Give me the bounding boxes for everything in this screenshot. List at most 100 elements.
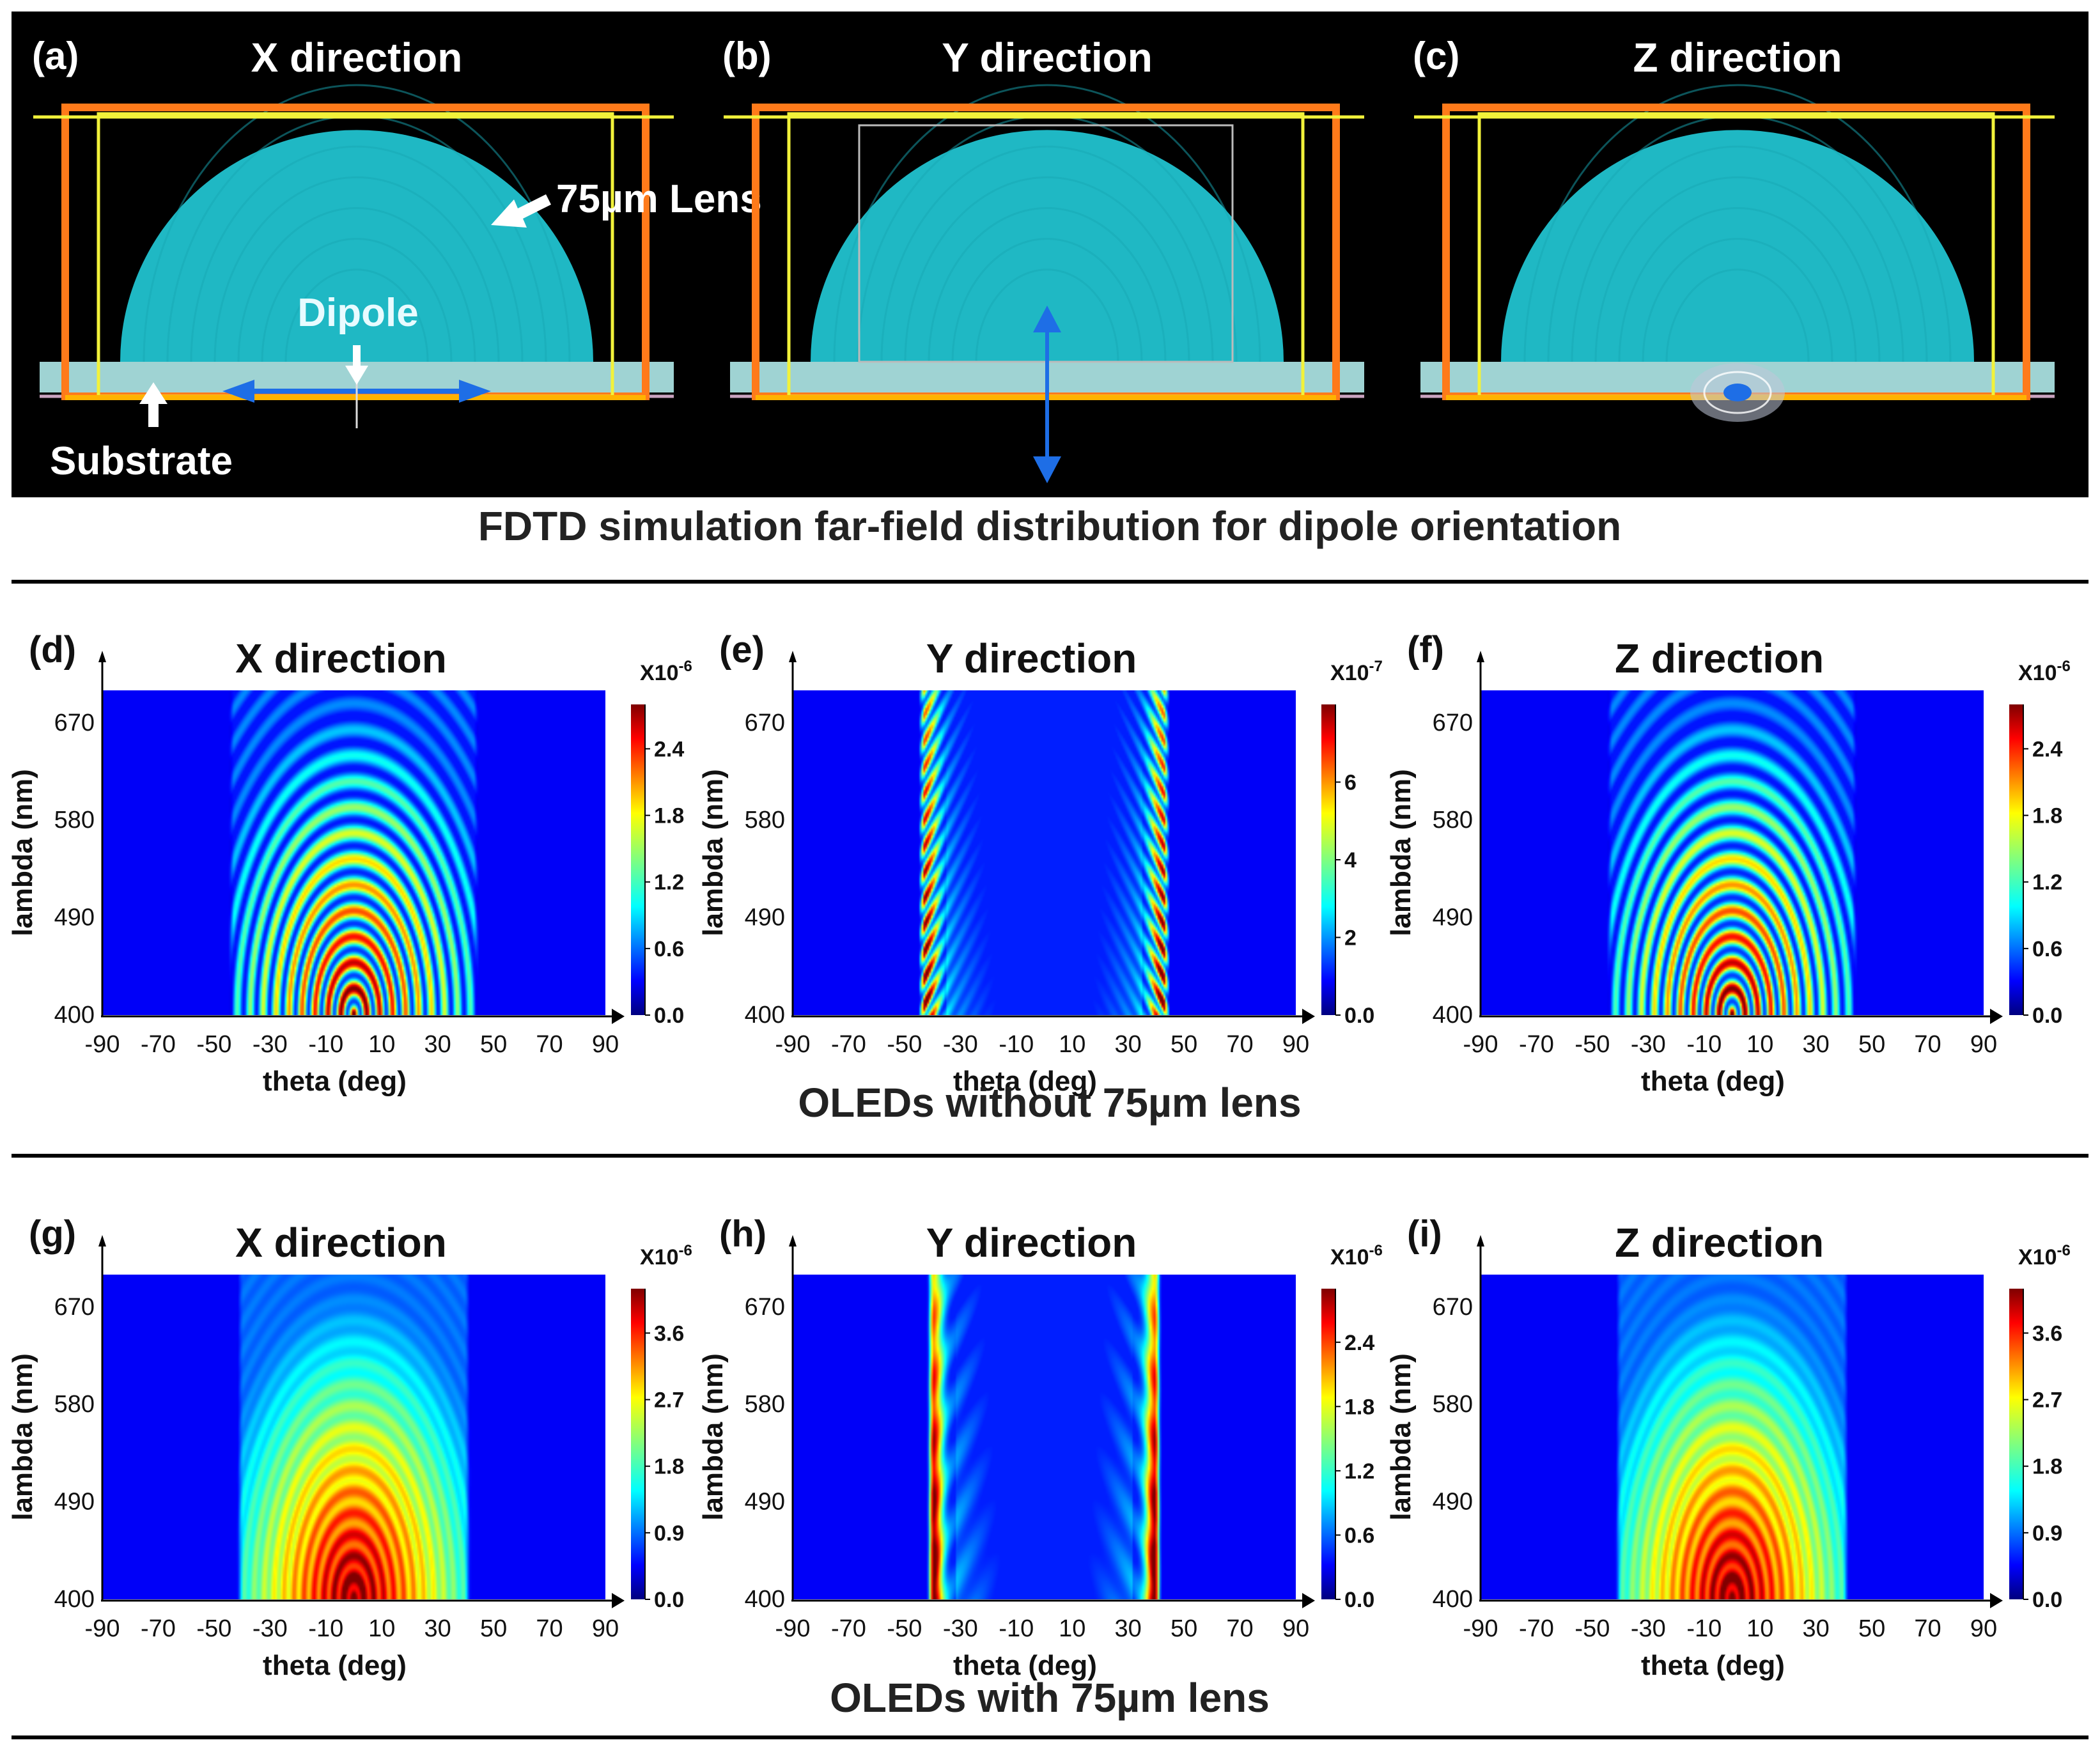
x-tick-label: -10 xyxy=(1686,1615,1722,1642)
x-tick-label: -90 xyxy=(85,1615,120,1642)
x-tick-label: 50 xyxy=(1171,1031,1197,1058)
colorbar xyxy=(2009,1289,2023,1599)
lens-shading xyxy=(951,238,1143,362)
x-axis-arrow xyxy=(612,1593,625,1608)
x-tick-label: 90 xyxy=(1282,1031,1309,1058)
x-axis-label: theta (deg) xyxy=(953,1650,1097,1681)
colorbar-tick-label: 0.0 xyxy=(1344,1004,1374,1028)
y-tick-label: 580 xyxy=(1433,807,1473,834)
x-tick-label: 90 xyxy=(592,1615,619,1642)
panel-label: (c) xyxy=(1413,35,1459,77)
colorbar-tick-label: 0.6 xyxy=(654,937,684,961)
panel-title: Y direction xyxy=(926,635,1137,681)
y-tick-label: 580 xyxy=(745,1391,785,1418)
heatmap-image xyxy=(102,690,605,1015)
y-tick-label: 670 xyxy=(54,710,95,736)
lens-shading xyxy=(1642,238,1833,362)
y-tick-label: 670 xyxy=(745,1294,785,1321)
x-tick-label: -50 xyxy=(887,1031,922,1058)
heatmap-image xyxy=(793,1275,1296,1599)
substrate-pointer-arrow xyxy=(139,382,167,427)
panel-title: Z direction xyxy=(1615,1220,1824,1266)
x-tick-label: -90 xyxy=(85,1031,120,1058)
colorbar-tick-label: 0.0 xyxy=(654,1004,684,1028)
colorbar-multiplier-base: X10 xyxy=(640,661,679,685)
section-caption-without-lens: OLEDs without 75µm lens xyxy=(798,1080,1301,1126)
x-tick-label: -70 xyxy=(831,1615,866,1642)
colorbar-tick-label: 0.9 xyxy=(654,1521,684,1546)
colorbar-multiplier: X10-6 xyxy=(1330,1242,1383,1269)
x-tick-label: 10 xyxy=(1746,1615,1773,1642)
colorbar-tick-label: 0.0 xyxy=(2032,1004,2062,1028)
x-tick-label: -70 xyxy=(141,1615,176,1642)
colorbar-tick-label: 0.0 xyxy=(1344,1588,1374,1612)
x-tick-label: -50 xyxy=(1575,1615,1610,1642)
lens-pointer-arrow xyxy=(491,194,551,228)
x-tick-label: -10 xyxy=(999,1615,1034,1642)
x-tick-label: 50 xyxy=(480,1031,507,1058)
y-tick-label: 490 xyxy=(745,905,785,931)
colorbar-tick-label: 1.8 xyxy=(654,804,684,828)
lens-label: 75µm Lens xyxy=(556,177,762,221)
x-tick-label: 30 xyxy=(1115,1031,1142,1058)
x-tick-label: 50 xyxy=(1171,1615,1197,1642)
panel-title: Y direction xyxy=(926,1220,1137,1266)
y-axis-arrow xyxy=(789,651,797,662)
dipole-z-dot xyxy=(1723,384,1752,401)
y-axis-arrow xyxy=(1477,1235,1484,1246)
x-tick-label: -50 xyxy=(887,1615,922,1642)
colorbar-tick-label: 1.2 xyxy=(2032,871,2062,895)
x-tick-label: -70 xyxy=(1519,1615,1554,1642)
y-axis-arrow xyxy=(789,1235,797,1246)
y-tick-label: 490 xyxy=(54,905,95,931)
x-axis-arrow xyxy=(1990,1009,2003,1024)
y-tick-label: 670 xyxy=(1433,1294,1473,1321)
panel-title: X direction xyxy=(235,635,447,681)
heatmap-panel-i: (i) Z direction -90 -70 -50 -30 -10 10 30 50 70 90 t… xyxy=(1385,1213,2071,1681)
colorbar-multiplier-exponent: -6 xyxy=(679,658,692,675)
y-tick-label: 670 xyxy=(1433,710,1473,736)
lens-shading xyxy=(143,84,571,362)
panel-label: (h) xyxy=(719,1213,766,1255)
lens-shading xyxy=(214,176,500,362)
colorbar-tick-label: 1.2 xyxy=(654,871,684,895)
panel-title: Z direction xyxy=(1615,635,1824,681)
colorbar xyxy=(2009,704,2023,1015)
colorbar-tick-label: 0.6 xyxy=(2032,937,2062,961)
x-tick-label: 50 xyxy=(480,1615,507,1642)
colorbar-tick-label: 1.8 xyxy=(1344,1395,1374,1419)
panel-title: Z direction xyxy=(1633,35,1842,81)
x-tick-label: 90 xyxy=(592,1031,619,1058)
y-tick-label: 490 xyxy=(1433,1489,1473,1516)
lens-shading xyxy=(880,145,1214,362)
lens-shading xyxy=(1618,207,1857,362)
heatmap-panel-f: (f) Z direction -90 -70 -50 -30 -10 10 30 50 70 90 t… xyxy=(1385,629,2071,1097)
y-axis-arrow xyxy=(1477,651,1484,662)
heatmap-image xyxy=(1481,1275,1984,1599)
schematic-panel-y: (b) Y direction xyxy=(722,35,1364,483)
x-tick-label: -30 xyxy=(1631,1615,1666,1642)
colorbar-multiplier: X10-6 xyxy=(640,1242,692,1269)
y-axis-arrow xyxy=(98,1235,106,1246)
panel-title: X direction xyxy=(251,35,463,81)
x-tick-label: 70 xyxy=(536,1031,563,1058)
panel-label: (a) xyxy=(32,35,79,77)
y-tick-label: 400 xyxy=(745,1002,785,1029)
colorbar-tick-label: 1.8 xyxy=(2032,804,2062,828)
x-tick-label: 90 xyxy=(1282,1615,1309,1642)
lens-shading xyxy=(1665,268,1810,362)
y-axis-label: lambda (nm) xyxy=(7,1353,38,1521)
colorbar-multiplier-exponent: -6 xyxy=(679,1242,692,1259)
colorbar-tick-label: 2.7 xyxy=(654,1388,684,1413)
lens-shading xyxy=(190,145,524,362)
colorbar-multiplier-exponent: -6 xyxy=(2057,1242,2071,1259)
y-tick-label: 400 xyxy=(745,1586,785,1613)
schematic-panel-z: (c) Z direction xyxy=(1413,35,2055,422)
x-tick-label: 30 xyxy=(424,1031,451,1058)
x-tick-label: -70 xyxy=(831,1031,866,1058)
x-tick-label: -50 xyxy=(196,1615,231,1642)
lens-shading xyxy=(261,238,453,362)
x-tick-label: 10 xyxy=(1059,1615,1085,1642)
lens-shading xyxy=(904,176,1190,362)
colorbar-tick-label: 1.2 xyxy=(1344,1459,1374,1484)
